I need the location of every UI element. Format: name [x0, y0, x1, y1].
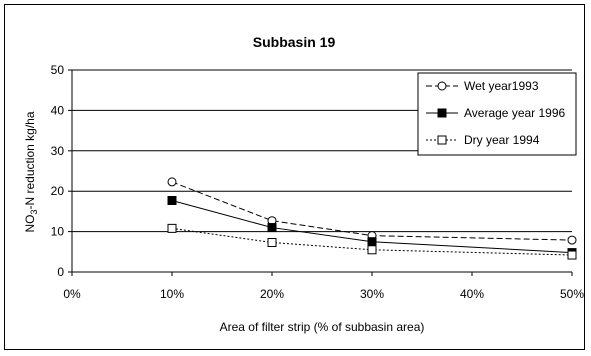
data-point	[167, 223, 177, 233]
y-axis-label: NO3-N reduction kg/ha	[23, 111, 39, 232]
series-line	[171, 200, 573, 254]
series-line	[171, 181, 573, 241]
y-axis-label-subscript: 3	[29, 210, 39, 215]
data-point	[267, 223, 277, 233]
legend-entry-0: Wet year1993	[426, 79, 539, 93]
axes	[68, 69, 573, 276]
y-tick-label: 30	[51, 144, 65, 158]
y-axis-label-suffix: -N reduction kg/ha	[23, 111, 37, 209]
data-point	[567, 250, 577, 260]
y-tick-label: 10	[51, 225, 65, 239]
y-tick-label: 40	[51, 103, 65, 117]
data-point	[167, 177, 177, 187]
series-2	[167, 223, 577, 260]
data-point	[567, 235, 577, 245]
series-group	[167, 177, 577, 260]
y-axis-label-prefix: NO	[23, 215, 37, 233]
x-tick-label: 20%	[260, 287, 284, 301]
legend-marker	[437, 135, 447, 145]
gridlines	[72, 69, 572, 233]
y-tick-label: 50	[51, 63, 65, 77]
x-tick-label: 0%	[63, 287, 81, 301]
legend-marker	[437, 81, 447, 91]
data-point	[367, 245, 377, 255]
data-point	[267, 238, 277, 248]
series-line	[171, 227, 573, 256]
legend-label: Average year 1996	[464, 106, 566, 120]
x-tick-label: 50%	[560, 287, 584, 301]
series-0	[167, 177, 577, 245]
legend: Wet year1993 Average year 1996 Dry year 19…	[417, 72, 577, 156]
y-tick-label: 20	[51, 184, 65, 198]
data-point	[167, 195, 177, 205]
x-tick-label: 10%	[160, 287, 184, 301]
x-tick-labels: 0% 10% 20% 30% 40% 50%	[63, 287, 584, 301]
x-tick-label: 40%	[460, 287, 484, 301]
legend-entry-2: Dry year 1994	[426, 133, 540, 147]
chart-title: Subbasin 19	[253, 34, 336, 50]
legend-label: Wet year1993	[464, 79, 539, 93]
legend-label: Dry year 1994	[464, 133, 540, 147]
x-axis-label: Area of filter strip (% of subbasin area…	[220, 320, 425, 334]
x-tick-label: 30%	[360, 287, 384, 301]
y-tick-label: 0	[57, 265, 64, 279]
chart-frame	[4, 4, 585, 350]
y-tick-labels: 0 10 20 30 40 50	[51, 63, 65, 279]
legend-entry-1: Average year 1996	[426, 106, 566, 120]
legend-marker	[437, 108, 447, 118]
data-point	[367, 237, 377, 247]
